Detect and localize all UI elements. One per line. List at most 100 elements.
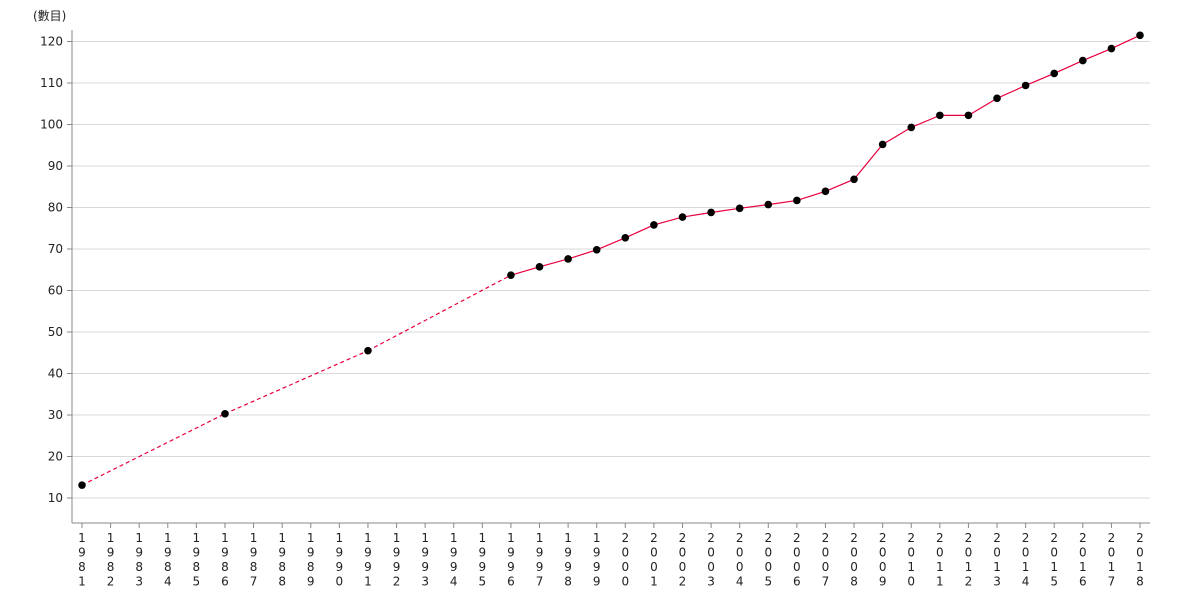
- y-tick-label: 40: [48, 367, 63, 381]
- data-point: [764, 200, 773, 209]
- series-line-segment: [81, 413, 226, 486]
- series-line-segment: [768, 199, 797, 206]
- y-tick-label: 10: [48, 491, 63, 505]
- series-line-segment: [739, 204, 769, 209]
- series-line-segment: [625, 224, 655, 239]
- data-point: [364, 346, 372, 355]
- series-line-segment: [853, 144, 884, 180]
- y-tick-label: 100: [40, 118, 63, 132]
- data-point: [507, 271, 515, 279]
- series-line-segment: [1025, 72, 1055, 87]
- series-line-segment: [710, 207, 740, 214]
- series-line-segment: [1082, 48, 1112, 62]
- data-point: [1079, 56, 1087, 65]
- series-line-segment: [510, 266, 540, 276]
- y-tick-label: 110: [40, 76, 63, 90]
- y-tick-label: 30: [48, 408, 63, 422]
- series-line-segment: [224, 350, 369, 415]
- data-point: [564, 255, 572, 263]
- data-point: [878, 140, 887, 149]
- y-tick-label: 90: [48, 159, 63, 173]
- data-point: [735, 204, 744, 213]
- series-line-segment: [567, 249, 597, 260]
- series-line-segment: [367, 274, 512, 352]
- data-point: [964, 111, 973, 120]
- data-point: [907, 123, 916, 132]
- series-line-segment: [1111, 34, 1141, 50]
- data-point: [1021, 81, 1030, 90]
- y-axis-label: (數目): [33, 9, 66, 23]
- y-tick-label: 60: [48, 284, 63, 298]
- series-line-segment: [653, 216, 683, 226]
- series-line-segment: [911, 114, 941, 128]
- data-point: [535, 263, 544, 271]
- data-point: [678, 213, 687, 221]
- y-tick-label: 70: [48, 242, 63, 256]
- y-tick-label: 120: [40, 35, 63, 49]
- data-point: [793, 196, 801, 205]
- data-point: [1107, 44, 1116, 53]
- data-point: [850, 175, 858, 184]
- data-point: [1050, 69, 1059, 78]
- series-line-segment: [882, 126, 912, 145]
- series-line-segment: [796, 190, 826, 202]
- series-line-segment: [682, 211, 712, 218]
- data-point: [621, 233, 630, 242]
- data-point: [221, 409, 229, 418]
- series-line-segment: [596, 237, 626, 251]
- y-tick-label: 20: [48, 450, 63, 464]
- series-line-segment: [1053, 60, 1084, 75]
- data-point: [650, 221, 658, 229]
- data-point: [821, 187, 830, 196]
- data-point: [78, 481, 86, 489]
- data-point: [592, 246, 601, 254]
- y-tick-label: 80: [48, 201, 63, 215]
- data-point: [936, 111, 944, 120]
- data-point: [993, 94, 1001, 103]
- series-line-segment: [539, 258, 569, 268]
- series-line-segment: [996, 84, 1026, 99]
- data-point: [1136, 31, 1144, 40]
- series-line-segment: [825, 178, 855, 192]
- series-line-segment: [968, 97, 998, 116]
- data-point: [707, 208, 715, 217]
